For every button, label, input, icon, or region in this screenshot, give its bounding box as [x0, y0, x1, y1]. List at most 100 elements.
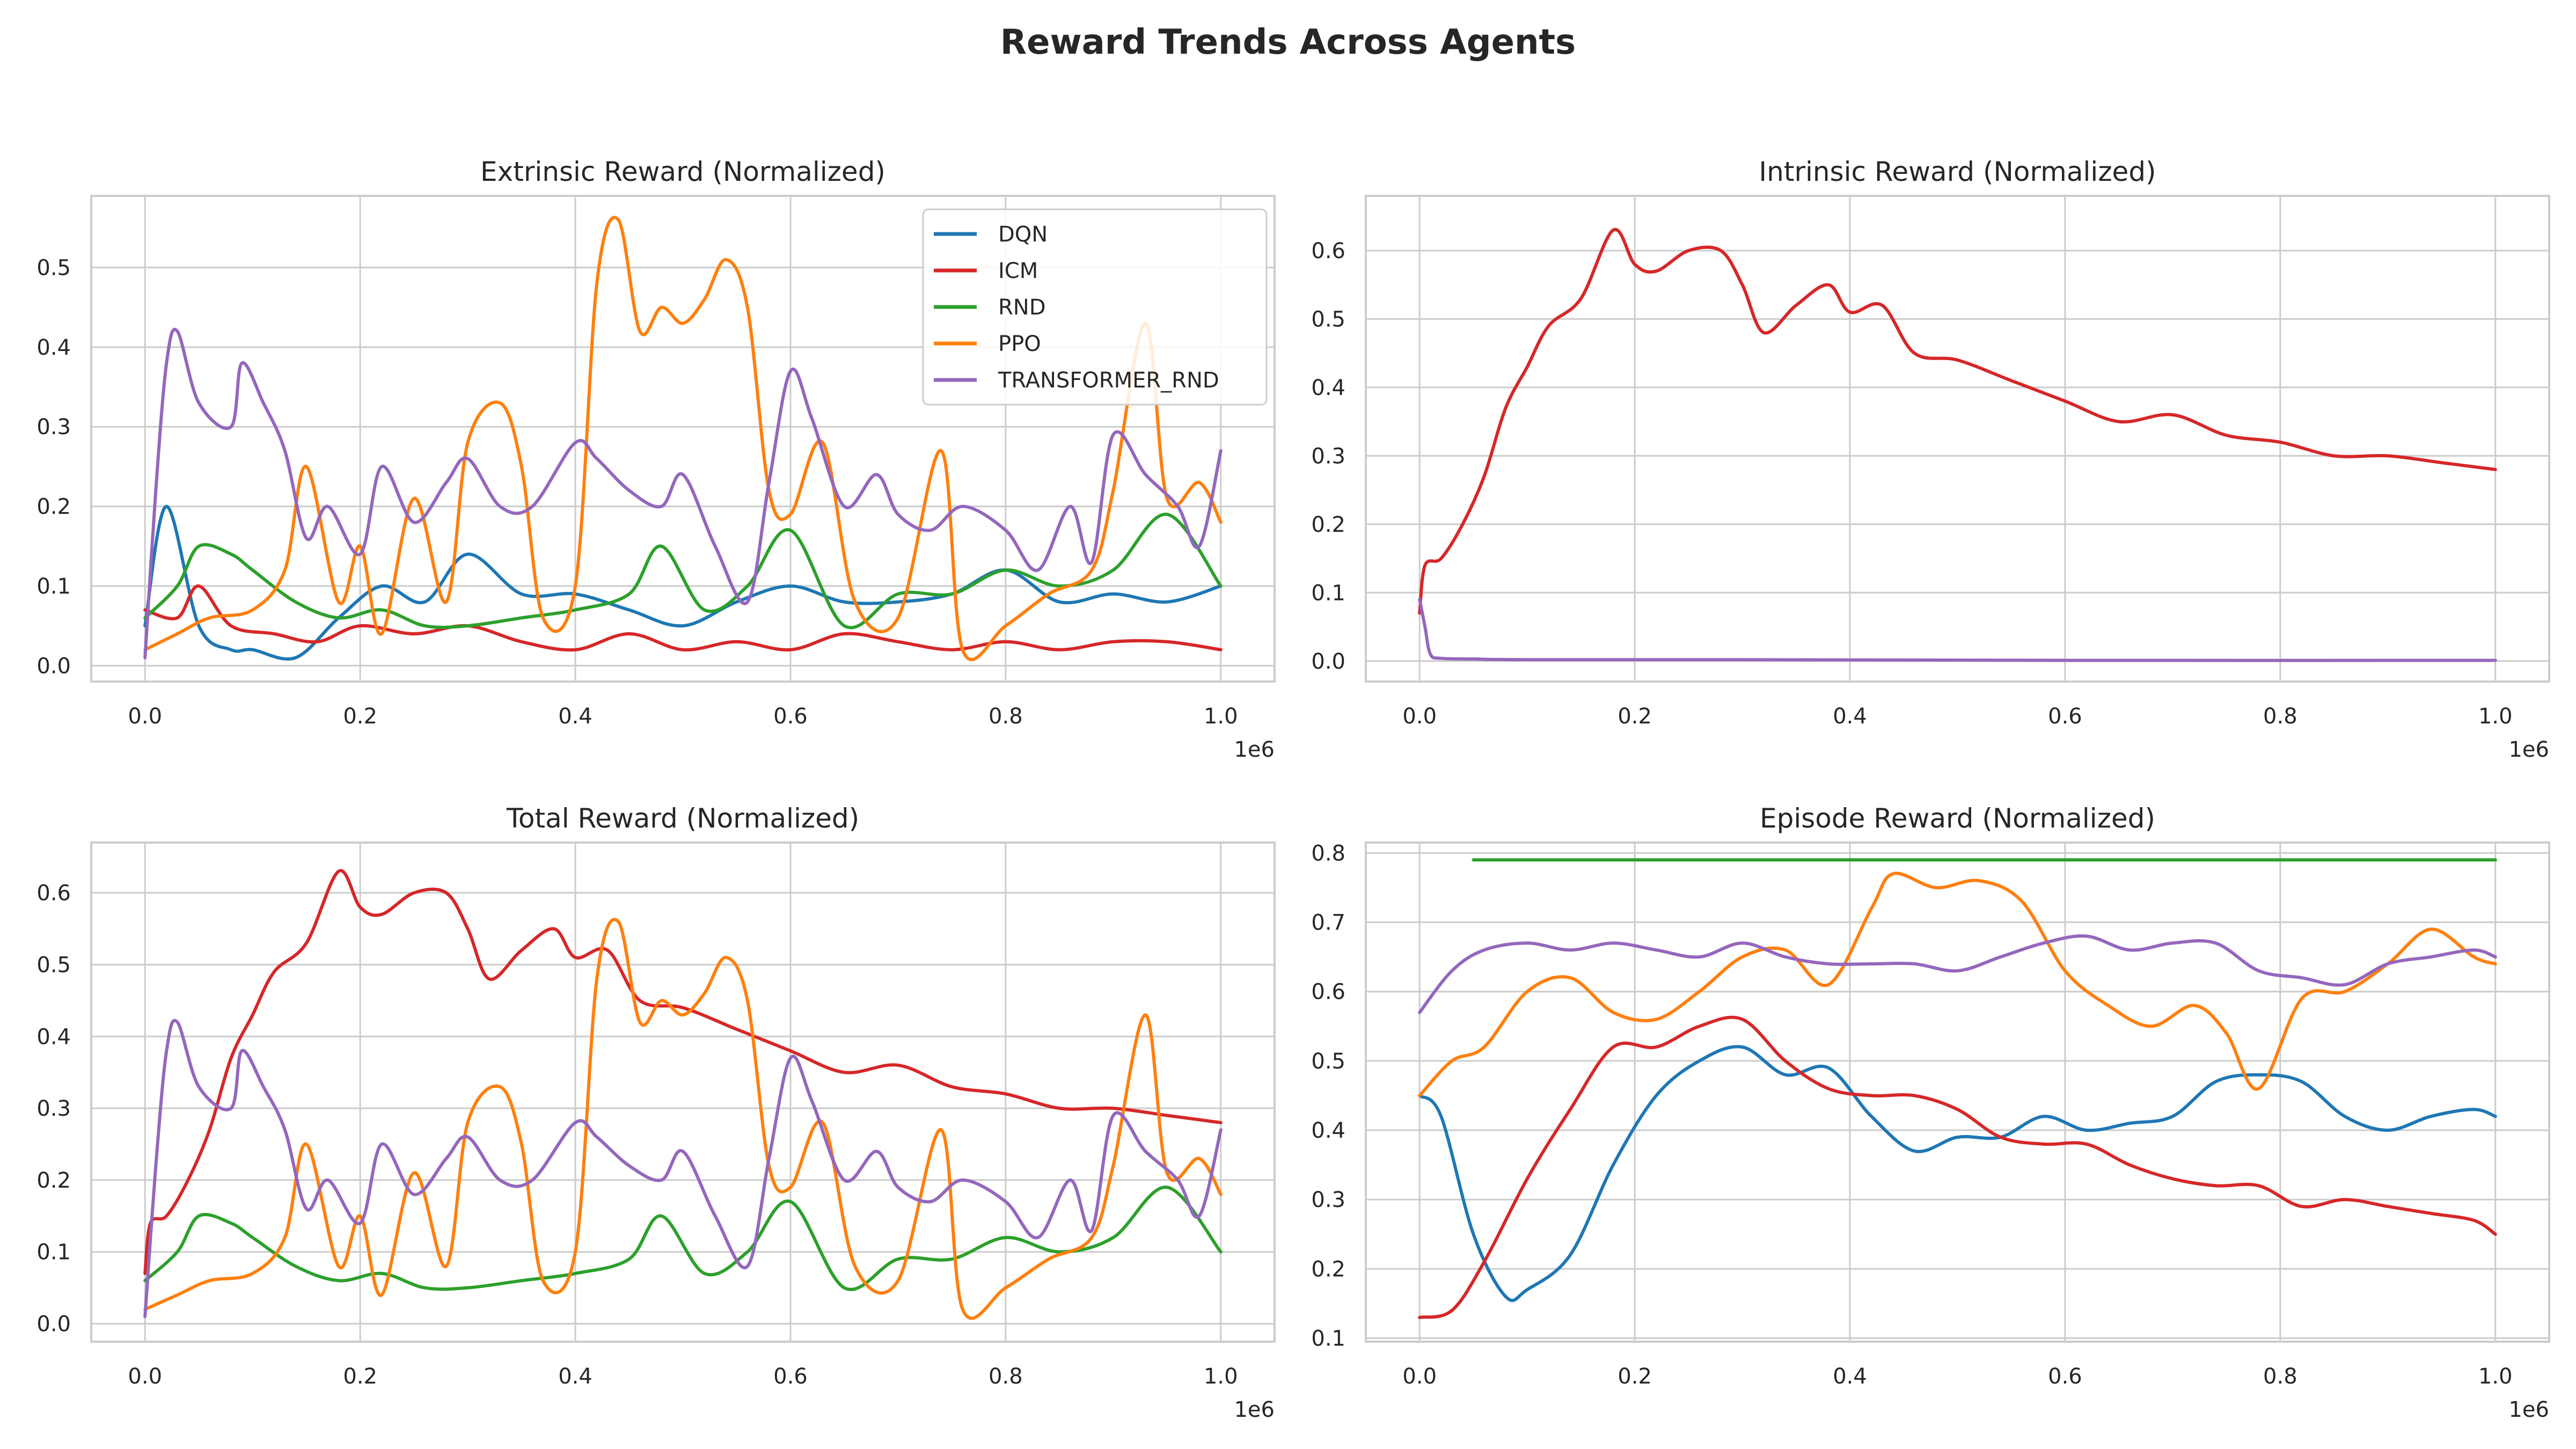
subplot-title: Extrinsic Reward (Normalized) [480, 156, 885, 187]
x-tick-label: 0.6 [2048, 1364, 2082, 1389]
y-tick-label: 0.2 [36, 1168, 71, 1193]
y-tick-label: 0.4 [36, 335, 71, 360]
x-tick-label: 0.6 [2048, 704, 2082, 729]
series-line-ppo [143, 918, 1223, 1320]
x-tick-label: 0.0 [1402, 704, 1437, 729]
y-tick-label: 0.3 [36, 1096, 71, 1121]
y-tick-label: 0.2 [1311, 1257, 1345, 1282]
subplot-1: 0.0 0.2 0.4 0.6 0.8 1.0 0.0 0.1 0.2 0.3 0.4 0.5 1e6 E… [36, 156, 1276, 762]
x-tick-label: 0.2 [1618, 1364, 1652, 1389]
y-tick-label: 0.6 [36, 881, 71, 906]
subplot-3: 0.0 0.2 0.4 0.6 0.8 1.0 0.0 0.1 0.2 0.3 0.4 0.5 0.6 1… [36, 803, 1276, 1422]
series-line-transformer-rnd [1418, 598, 2497, 662]
legend-label-transformer-rnd: TRANSFORMER_RND [998, 368, 1219, 393]
x-tick-label: 0.2 [1618, 704, 1652, 729]
x-tick-label: 0.4 [1833, 1364, 1867, 1389]
subplot-title: Total Reward (Normalized) [506, 803, 859, 834]
plot-area [91, 843, 1275, 1342]
legend-box [922, 208, 1268, 406]
y-tick-label: 0.0 [36, 1312, 71, 1337]
legend-label-rnd: RND [998, 295, 1046, 320]
legend: DQN ICM RND PPO TRANSFORMER_RND [922, 208, 1268, 406]
y-tick-label: 0.1 [36, 574, 71, 599]
x-axis: 0.0 0.2 0.4 0.6 0.8 1.0 [1402, 196, 2513, 729]
plot-frame [90, 195, 1276, 683]
y-tick-label: 0.6 [1311, 980, 1345, 1005]
x-offset-label: 1e6 [1234, 737, 1275, 762]
x-tick-label: 0.0 [1402, 1364, 1437, 1389]
y-tick-label: 0.7 [1311, 911, 1345, 935]
x-tick-label: 1.0 [1204, 1364, 1238, 1389]
y-tick-label: 0.4 [1311, 376, 1345, 400]
x-axis: 0.0 0.2 0.4 0.6 0.8 1.0 [128, 843, 1238, 1389]
x-tick-label: 0.6 [773, 1364, 808, 1389]
series-line-icm [143, 584, 1223, 652]
y-tick-label: 0.4 [1311, 1118, 1345, 1143]
figure-title: Reward Trends Across Agents [1000, 23, 1576, 62]
y-tick-label: 0.4 [36, 1024, 71, 1049]
y-tick-label: 0.5 [36, 953, 71, 977]
series-line-icm [1418, 1015, 2497, 1319]
plot-area [1366, 843, 2549, 1342]
x-tick-label: 0.2 [343, 1364, 377, 1389]
legend-label-ppo: PPO [998, 332, 1041, 356]
series-line-dqn [1418, 1045, 2497, 1302]
plot-area [1366, 196, 2549, 682]
x-tick-label: 0.6 [773, 704, 808, 729]
y-tick-label: 0.3 [1311, 1188, 1345, 1212]
x-tick-label: 0.8 [989, 704, 1023, 729]
series-line-transformer-rnd [1418, 934, 2497, 1014]
series-line-rnd [143, 513, 1223, 630]
x-tick-label: 0.2 [343, 704, 377, 729]
series-line-rnd [143, 1185, 1223, 1291]
x-tick-label: 0.4 [1833, 704, 1867, 729]
y-tick-label: 0.8 [1311, 841, 1345, 866]
subplots: 0.0 0.2 0.4 0.6 0.8 1.0 0.0 0.1 0.2 0.3 0.4 0.5 1e6 E… [36, 156, 2550, 1422]
subplot-4: 0.0 0.2 0.4 0.6 0.8 1.0 0.1 0.2 0.3 0.4 0.5 0.6 0.7 0… [1311, 803, 2550, 1422]
series-group [143, 216, 1223, 661]
series-line-transformer-rnd [143, 1019, 1223, 1319]
x-offset-label: 1e6 [1234, 1397, 1275, 1422]
y-tick-label: 0.5 [1311, 307, 1345, 332]
subplot-2: 0.0 0.2 0.4 0.6 0.8 1.0 0.0 0.1 0.2 0.3 0.4 0.5 0.6 1… [1311, 156, 2550, 762]
y-tick-label: 0.1 [1311, 1327, 1345, 1351]
y-tick-label: 0.1 [1311, 581, 1345, 605]
x-tick-label: 0.4 [558, 704, 592, 729]
y-tick-label: 0.3 [1311, 444, 1345, 469]
x-tick-label: 0.8 [989, 1364, 1023, 1389]
y-tick-label: 0.0 [1311, 649, 1345, 674]
x-tick-label: 0.0 [128, 1364, 162, 1389]
plot-frame [90, 841, 1276, 1343]
y-tick-label: 0.2 [1311, 513, 1345, 537]
series-line-ppo [1418, 872, 2497, 1097]
legend-label-icm: ICM [998, 259, 1038, 283]
series-group [1418, 858, 2497, 1319]
y-tick-label: 0.2 [36, 495, 71, 519]
plot-frame [1365, 195, 2550, 683]
x-tick-label: 0.4 [558, 1364, 592, 1389]
series-line-ppo [143, 216, 1223, 661]
x-axis: 0.0 0.2 0.4 0.6 0.8 1.0 [1402, 843, 2513, 1389]
y-tick-label: 0.5 [36, 256, 71, 281]
x-tick-label: 1.0 [1204, 704, 1238, 729]
y-tick-label: 0.5 [1311, 1049, 1345, 1074]
legend-label-dqn: DQN [998, 222, 1048, 247]
y-tick-label: 0.6 [1311, 239, 1345, 264]
x-tick-label: 0.8 [2263, 1364, 2297, 1389]
y-tick-label: 0.1 [36, 1240, 71, 1265]
plot-frame [1365, 841, 2550, 1343]
x-tick-label: 0.0 [128, 704, 162, 729]
series-group [143, 869, 1223, 1320]
y-tick-label: 0.0 [36, 654, 71, 678]
subplot-title: Intrinsic Reward (Normalized) [1759, 156, 2156, 187]
series-line-icm [143, 869, 1223, 1275]
series-line-transformer-rnd [143, 327, 1223, 660]
x-offset-label: 1e6 [2508, 737, 2549, 762]
x-tick-label: 1.0 [2478, 704, 2513, 729]
y-tick-label: 0.3 [36, 415, 71, 440]
x-tick-label: 0.8 [2263, 704, 2297, 729]
series-line-icm [1418, 228, 2497, 615]
series-group [1418, 228, 2497, 662]
subplot-title: Episode Reward (Normalized) [1760, 803, 2155, 834]
